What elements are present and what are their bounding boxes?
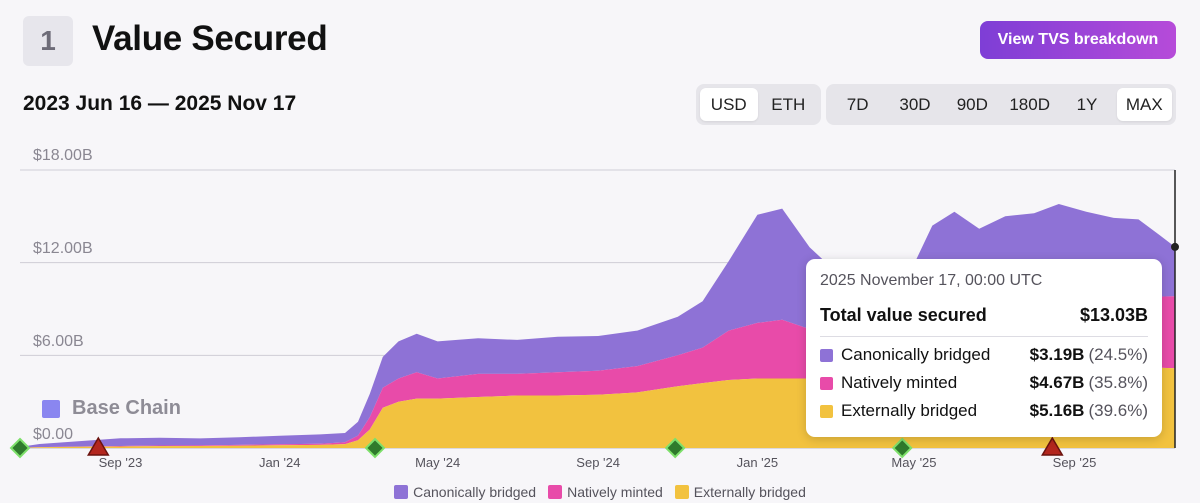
tooltip-row-label: Natively minted	[841, 373, 958, 392]
base-chain-icon	[42, 399, 60, 418]
y-tick-label-18b: $18.00B	[33, 147, 93, 164]
range-option-max[interactable]: MAX	[1116, 88, 1172, 121]
range-option-7d[interactable]: 7D	[846, 94, 869, 114]
y-tick-label-6b: $6.00B	[33, 333, 84, 350]
time-range-toggle: 7D 30D 90D 180D 1Y MAX	[826, 84, 1176, 125]
range-option-1y[interactable]: 1Y	[1076, 94, 1098, 114]
area-canonically-bridged	[20, 204, 1175, 448]
tooltip-row-canonically-bridged: Canonically bridged $3.19B (24.5%)	[820, 345, 1148, 365]
y-tick-label-0: $0.00	[33, 426, 74, 443]
incident-marker-icon[interactable]	[1041, 436, 1064, 456]
tooltip-row-percent: (35.8%)	[1088, 373, 1148, 392]
event-markers[interactable]	[9, 436, 1064, 459]
tooltip-row-natively-minted: Natively minted $4.67B (35.8%)	[820, 373, 1148, 393]
legend-swatch-icon	[394, 485, 409, 499]
tooltip-row-value: $3.19B	[1029, 345, 1085, 364]
legend-item-canonically-bridged[interactable]: Canonically bridged	[394, 484, 536, 500]
tooltip-total: Total value secured $13.03B	[820, 305, 1148, 337]
x-tick-label: Jan '25	[737, 455, 779, 470]
legend-item-externally-bridged[interactable]: Externally bridged	[674, 484, 806, 500]
legend-label: Canonically bridged	[413, 484, 537, 500]
x-tick-label: Sep '23	[99, 455, 143, 470]
date-range-label: 2023 Jun 16 — 2025 Nov 17	[23, 92, 297, 115]
currency-toggle: USD ETH	[696, 84, 821, 125]
page-title: Value Secured	[92, 19, 328, 58]
x-tick-label: Sep '24	[576, 455, 620, 470]
swatch-icon	[820, 376, 833, 390]
upgrade-marker-icon[interactable]	[891, 437, 913, 459]
tooltip-row-percent: (39.6%)	[1088, 401, 1148, 420]
range-option-90d[interactable]: 90D	[956, 94, 988, 114]
x-axis: Sep '23 Jan '24 May '24 Sep '24 Jan '25 May '…	[99, 455, 1097, 470]
swatch-icon	[820, 404, 833, 418]
range-option-30d[interactable]: 30D	[899, 94, 931, 114]
legend-item-natively-minted[interactable]: Natively minted	[548, 484, 663, 500]
upgrade-marker-icon[interactable]	[364, 437, 386, 459]
legend-swatch-icon	[548, 485, 563, 499]
x-tick-label: Jan '24	[259, 455, 301, 470]
chart-legend: Canonically bridged Natively minted Exte…	[0, 484, 1200, 500]
incident-marker-icon[interactable]	[86, 436, 110, 456]
tooltip-total-value: $13.03B	[1079, 305, 1148, 325]
chain-watermark: Base Chain	[42, 397, 181, 420]
swatch-icon	[820, 348, 833, 362]
x-tick-label: Sep '25	[1053, 455, 1097, 470]
hover-point	[1171, 242, 1179, 251]
tooltip-row-value: $4.67B	[1029, 373, 1085, 392]
legend-label: Natively minted	[567, 484, 663, 500]
y-tick-label-12b: $12.00B	[33, 240, 93, 257]
range-option-180d[interactable]: 180D	[1009, 94, 1050, 114]
tooltip-row-label: Canonically bridged	[841, 345, 991, 364]
x-tick-label: May '25	[891, 455, 936, 470]
watermark-label: Base Chain	[72, 397, 181, 419]
view-tvs-breakdown-button[interactable]: View TVS breakdown	[980, 21, 1176, 59]
area-natively-minted	[20, 296, 1175, 448]
tooltip-total-label: Total value secured	[820, 305, 987, 325]
legend-swatch-icon	[674, 485, 689, 499]
tooltip-row-label: Externally bridged	[841, 401, 978, 420]
tooltip-row-value: $5.16B	[1029, 401, 1085, 420]
chart-tooltip: 2025 November 17, 00:00 UTC Total value …	[806, 259, 1162, 437]
currency-option-usd[interactable]: USD	[700, 88, 758, 121]
legend-label: Externally bridged	[693, 484, 806, 500]
currency-option-eth[interactable]: ETH	[771, 94, 806, 114]
tooltip-date: 2025 November 17, 00:00 UTC	[820, 272, 1043, 289]
tooltip-row-externally-bridged: Externally bridged $5.16B (39.6%)	[820, 401, 1148, 421]
tooltip-row-percent: (24.5%)	[1088, 345, 1148, 364]
x-tick-label: May '24	[415, 455, 460, 470]
upgrade-marker-icon[interactable]	[9, 437, 31, 459]
section-number-badge: 1	[23, 16, 73, 66]
upgrade-marker-icon[interactable]	[664, 437, 686, 459]
